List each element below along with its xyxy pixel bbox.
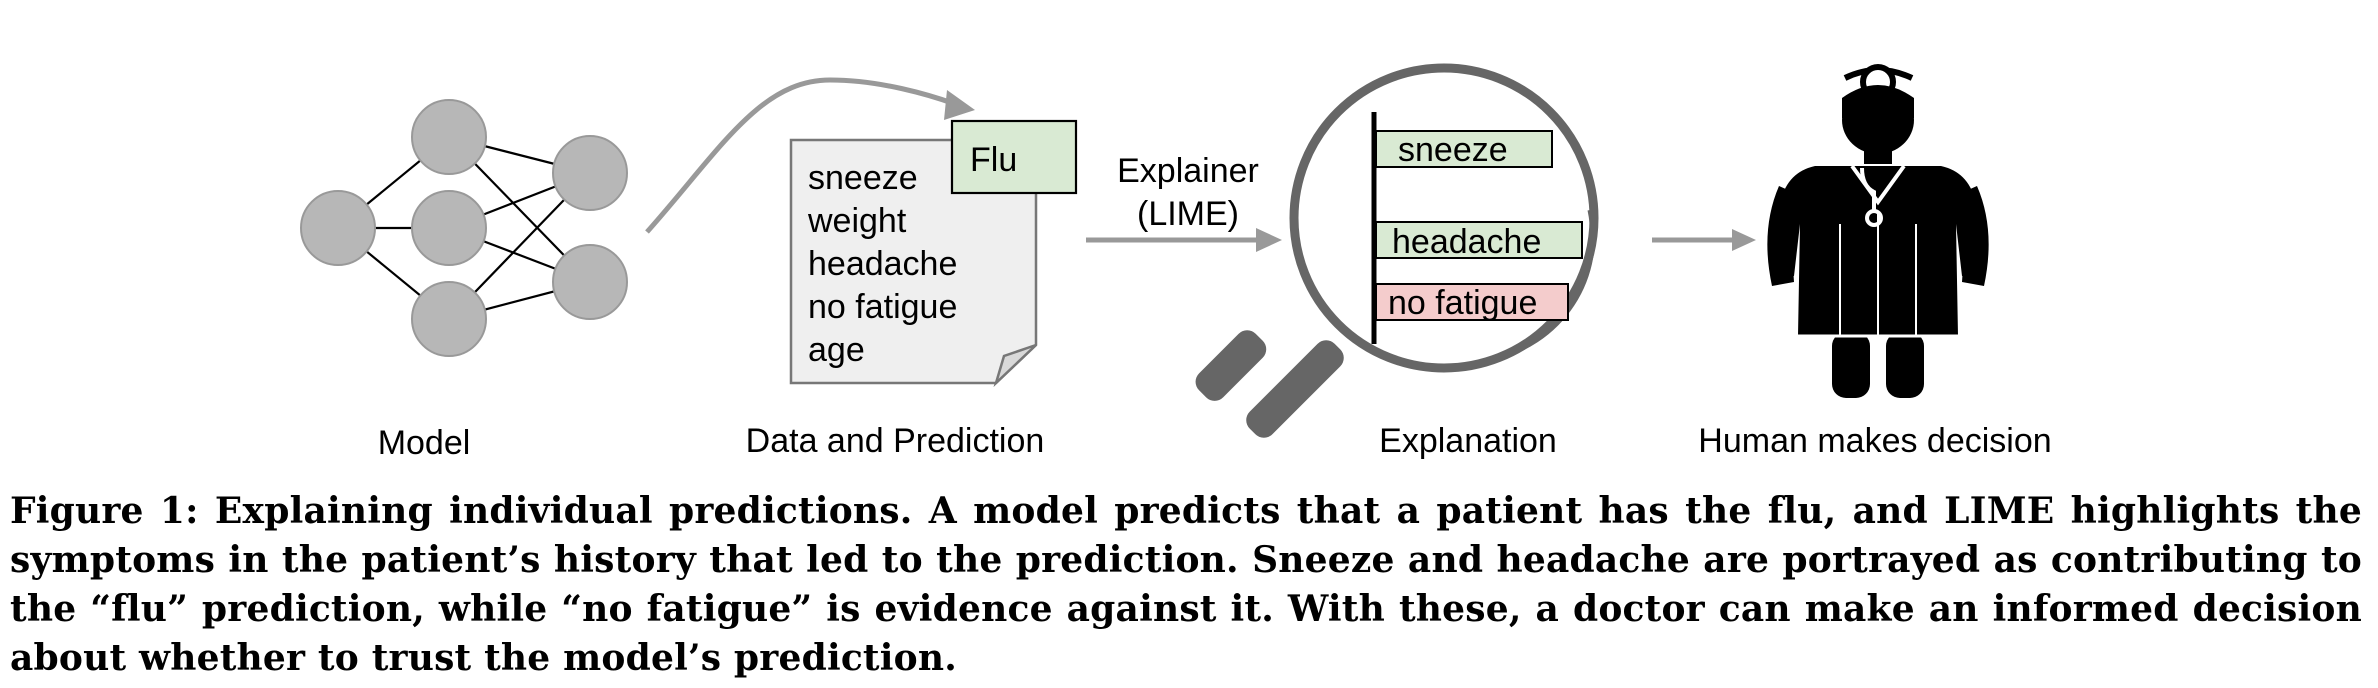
document-feature-list: sneeze weight headache no fatigue age bbox=[807, 159, 957, 369]
lime-figure: Model sneeze weight headache no fatigue … bbox=[300, 63, 2052, 462]
right-arrow-icon bbox=[1652, 229, 1756, 251]
curved-arrow-icon bbox=[645, 77, 975, 234]
explanation-chart: sneeze headache no fatigue bbox=[1371, 112, 1583, 344]
model-label: Model bbox=[378, 424, 471, 462]
neural-network-icon bbox=[300, 99, 628, 357]
explanation-label: Explanation bbox=[1379, 422, 1557, 460]
explanation-bar-label: no fatigue bbox=[1388, 284, 1537, 322]
feature-item: sneeze bbox=[808, 159, 918, 197]
figure-caption: Figure 1: Explaining individual predicti… bbox=[10, 490, 2362, 679]
hidden-node bbox=[411, 190, 487, 266]
hidden-node bbox=[411, 99, 487, 175]
feature-item: age bbox=[808, 331, 865, 369]
prediction-label: Flu bbox=[970, 141, 1017, 179]
explanation-bar-sneeze: sneeze bbox=[1375, 130, 1553, 169]
feature-item: headache bbox=[808, 245, 957, 283]
input-node bbox=[300, 190, 376, 266]
output-node bbox=[552, 135, 628, 211]
explanation-bar-label: headache bbox=[1392, 223, 1541, 261]
explainer-label: Explainer bbox=[1117, 152, 1259, 190]
doctor-icon bbox=[1767, 64, 1989, 398]
prediction-badge: Flu bbox=[950, 119, 1078, 195]
output-node bbox=[552, 244, 628, 320]
hidden-node bbox=[411, 281, 487, 357]
explanation-bar-headache: headache bbox=[1375, 221, 1583, 261]
decision-label: Human makes decision bbox=[1698, 422, 2051, 460]
feature-item: weight bbox=[807, 202, 907, 240]
explainer-method-label: (LIME) bbox=[1137, 195, 1239, 233]
feature-item: no fatigue bbox=[808, 288, 957, 326]
data-prediction-label: Data and Prediction bbox=[746, 422, 1045, 460]
explanation-bar-label: sneeze bbox=[1398, 131, 1508, 169]
explanation-bar-no-fatigue: no fatigue bbox=[1375, 283, 1569, 322]
right-arrow-icon bbox=[1086, 228, 1282, 252]
